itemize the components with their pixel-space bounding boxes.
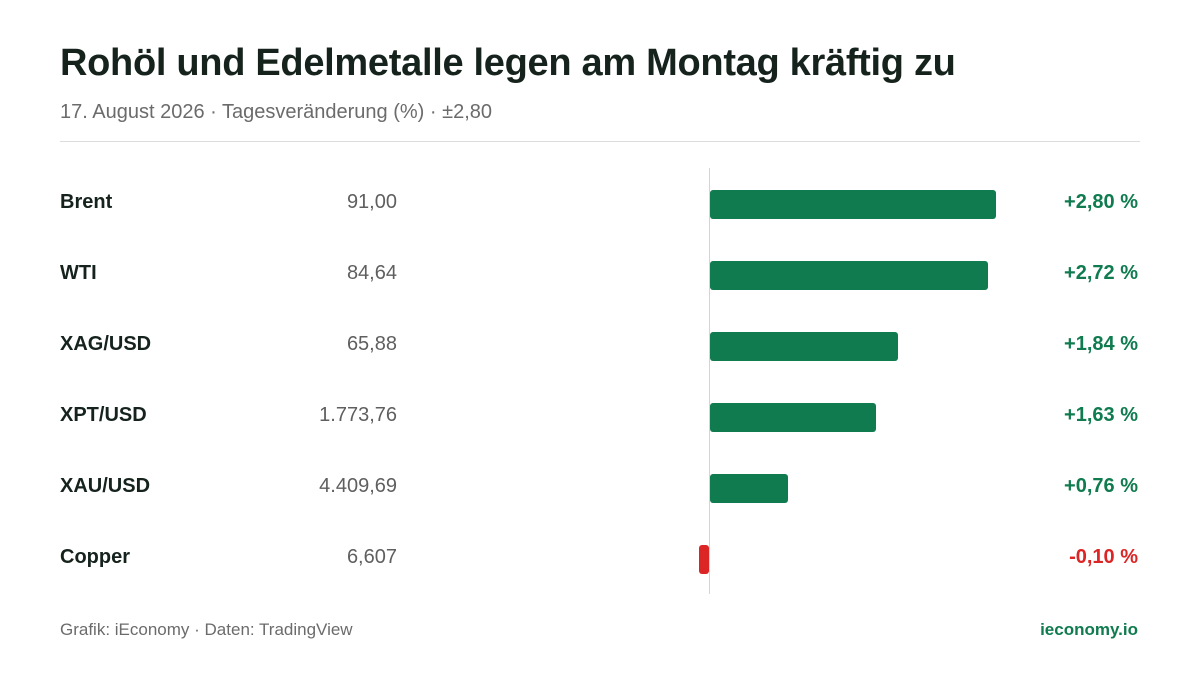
category-label: XAG/USD [60,333,152,355]
price-value: 1.773,76 [319,404,397,426]
category-label: WTI [60,262,97,284]
category-label: XAU/USD [60,475,151,497]
change-bar [698,545,709,574]
price-value: 4.409,69 [319,475,397,497]
change-label: +0,76 % [1064,475,1138,497]
chart-title: Rohöl und Edelmetalle legen am Montag kr… [60,42,956,84]
price-value: 65,88 [346,333,397,355]
change-bar [710,261,988,290]
category-label: Brent [60,191,113,213]
table-row: Brent 91,00 +2,80 % [0,188,1200,220]
header-divider [60,141,1140,142]
table-row: Copper 6,607 -0,10 % [0,543,1200,575]
brand-link[interactable]: ieconomy.io [1040,620,1138,639]
price-value: 91,00 [346,191,397,213]
change-label: +2,72 % [1064,262,1138,284]
change-label: +2,80 % [1064,191,1138,213]
change-bar [710,403,877,432]
table-row: WTI 84,64 +2,72 % [0,259,1200,291]
change-bar [710,474,788,503]
chart-subtitle: 17. August 2026 · Tagesveränderung (%) ·… [60,101,492,123]
change-label: +1,63 % [1064,404,1138,426]
category-label: XPT/USD [60,404,147,426]
table-row: XAG/USD 65,88 +1,84 % [0,330,1200,362]
change-bar [710,190,996,219]
price-value: 6,607 [346,546,397,568]
category-label: Copper [60,546,130,568]
zero-axis-line [709,168,710,594]
source-credit: Grafik: iEconomy · Daten: TradingView [60,620,353,639]
change-label: -0,10 % [1069,546,1138,568]
table-row: XPT/USD 1.773,76 +1,63 % [0,401,1200,433]
change-label: +1,84 % [1064,333,1138,355]
table-row: XAU/USD 4.409,69 +0,76 % [0,472,1200,504]
price-value: 84,64 [346,262,397,284]
change-bar [710,332,898,361]
